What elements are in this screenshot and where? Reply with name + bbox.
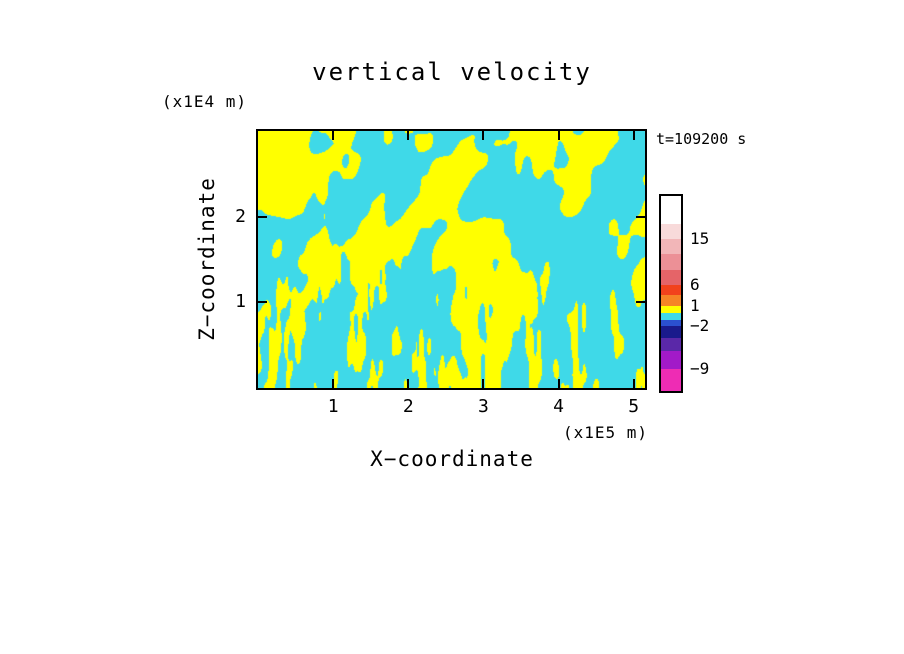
colorbar-segment xyxy=(661,224,681,239)
colorbar-segment xyxy=(661,285,681,295)
y-tick-mark xyxy=(636,215,645,218)
x-tick-label: 4 xyxy=(553,396,564,417)
colorbar-label: −2 xyxy=(690,316,710,335)
x-tick-mark xyxy=(407,131,410,140)
colorbar-segment xyxy=(661,254,681,270)
x-tick-label: 1 xyxy=(327,396,339,417)
plot-area xyxy=(256,129,647,390)
colorbar-label: −9 xyxy=(690,359,710,378)
colorbar-label: 6 xyxy=(690,274,700,294)
colorbar-label: 1 xyxy=(690,295,700,315)
colorbar-segment xyxy=(661,326,681,338)
x-tick-mark xyxy=(332,379,335,388)
x-tick-label: 5 xyxy=(628,396,640,417)
x-tick-label: 3 xyxy=(478,396,489,417)
colorbar-segment xyxy=(661,239,681,254)
colorbar-bar xyxy=(659,194,683,393)
y-tick-mark xyxy=(258,301,267,304)
y-tick-label: 2 xyxy=(235,205,246,227)
x-tick-mark xyxy=(482,379,485,388)
x-tick-mark xyxy=(407,379,410,388)
y-tick-mark xyxy=(258,215,267,218)
colorbar-segment xyxy=(661,313,681,320)
x-tick-label: 2 xyxy=(402,396,414,417)
y-tick-mark xyxy=(636,301,645,304)
x-tick-mark xyxy=(632,131,635,140)
colorbar-segment xyxy=(661,320,681,326)
timestamp-label: t=109200 s xyxy=(656,130,747,148)
y-unit-label: (x1E4 m) xyxy=(162,92,248,111)
x-axis-label: X−coordinate xyxy=(370,447,534,471)
x-tick-labels: 1 2 3 4 5 xyxy=(258,396,645,420)
x-tick-mark xyxy=(557,379,560,388)
x-tick-mark xyxy=(482,131,485,140)
x-unit-label: (x1E5 m) xyxy=(563,423,649,442)
colorbar-segment xyxy=(661,196,681,224)
colorbar-segment xyxy=(661,351,681,369)
y-tick-label: 1 xyxy=(235,291,246,313)
colorbar-segment xyxy=(661,270,681,285)
colorbar-label: 15 xyxy=(690,228,710,248)
colorbar-segment xyxy=(661,338,681,351)
x-tick-mark xyxy=(332,131,335,140)
velocity-field-canvas xyxy=(258,131,645,388)
colorbar-labels: 15 6 1 −2 −9 xyxy=(690,196,750,391)
x-tick-mark xyxy=(632,379,635,388)
colorbar-segment xyxy=(661,306,681,313)
plot-title: vertical velocity xyxy=(312,58,592,86)
colorbar-segment xyxy=(661,369,681,391)
x-tick-mark xyxy=(557,131,560,140)
colorbar-segment xyxy=(661,295,681,306)
